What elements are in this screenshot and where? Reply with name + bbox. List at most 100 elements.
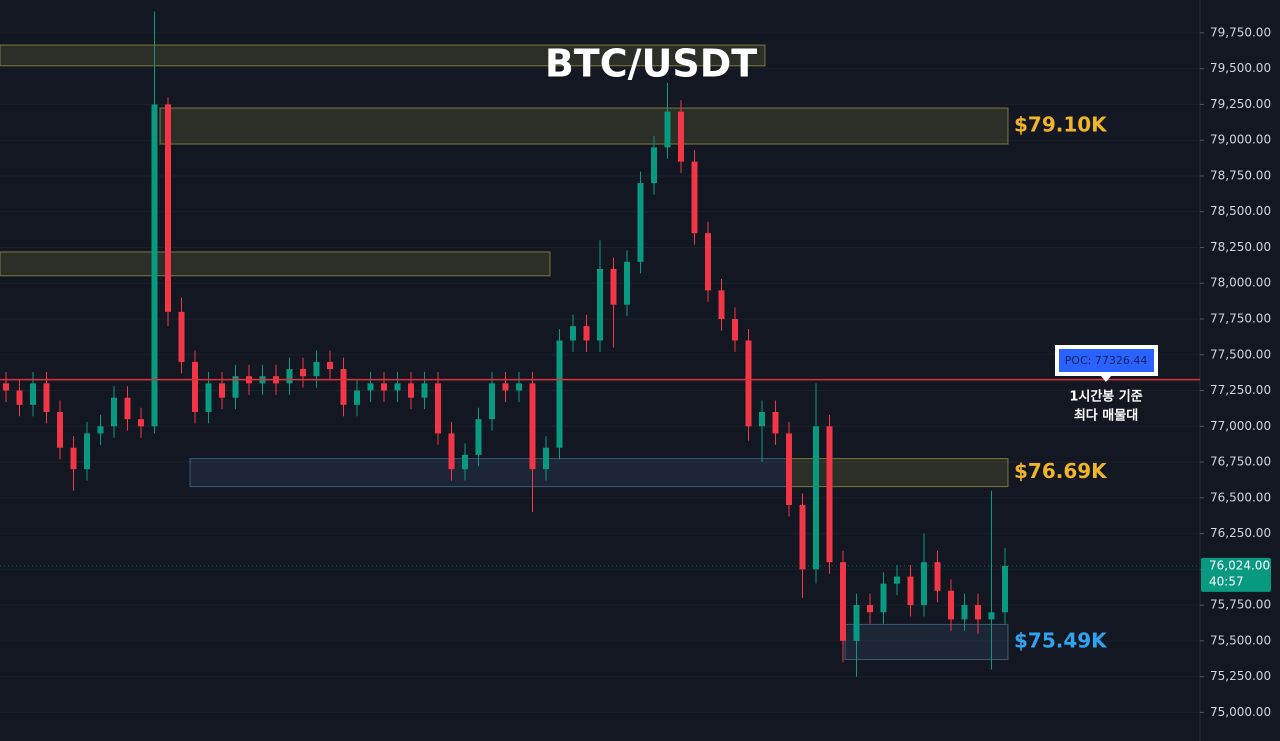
candle-body [462, 454, 468, 470]
candle-body [867, 605, 873, 613]
candle-body [907, 576, 914, 606]
y-tick-label: 77,000.00 [1210, 419, 1271, 433]
chart-title: BTC/USDT [545, 42, 757, 86]
candle-body [610, 268, 617, 305]
zone [789, 458, 1009, 488]
candle-body [705, 233, 711, 291]
candle-body [759, 411, 765, 427]
candle-body [772, 411, 779, 434]
candle-body [624, 261, 630, 305]
candles [3, 11, 1008, 677]
current-price-box [1201, 557, 1271, 592]
y-tick-label: 78,750.00 [1210, 168, 1271, 182]
candle-body [327, 361, 333, 370]
candle-body [286, 369, 293, 384]
candle-body [3, 383, 9, 391]
candle-body [97, 426, 104, 434]
y-tick-label: 75,250.00 [1210, 669, 1271, 683]
y-tick-label: 78,500.00 [1210, 204, 1271, 218]
candle-body [840, 562, 846, 641]
candle-body [138, 419, 144, 427]
candle-body [786, 433, 792, 505]
candle-body [84, 433, 90, 470]
y-tick-label: 78,250.00 [1210, 240, 1271, 254]
candle-body [894, 576, 900, 584]
candle-body [394, 383, 401, 391]
candle-body [192, 361, 198, 412]
candle-body [408, 383, 414, 398]
candle-body [556, 340, 563, 448]
annotation: 최다 매물대 [1074, 408, 1138, 424]
candle-body [300, 369, 306, 377]
candle-body [880, 583, 887, 613]
candle-body [583, 326, 590, 341]
candle-body [232, 376, 239, 398]
y-tick-label: 76,500.00 [1210, 490, 1271, 504]
candle-body [718, 290, 725, 320]
candle-body [637, 183, 644, 262]
current-price-label: 76,024.00 [1209, 558, 1270, 572]
candle-body [367, 383, 374, 391]
candle-body [219, 383, 225, 398]
candle-body [678, 111, 684, 162]
candle-body [489, 383, 495, 420]
candle-body [502, 383, 509, 391]
zone [0, 44, 766, 67]
y-tick-label: 76,250.00 [1210, 526, 1271, 540]
candle-body [1002, 565, 1008, 613]
candle-body [111, 397, 117, 427]
y-tick-label: 75,750.00 [1210, 598, 1271, 612]
candle-body [205, 383, 212, 412]
candle-body [597, 268, 603, 341]
y-tick-label: 78,000.00 [1210, 276, 1271, 290]
candle-body [853, 605, 860, 641]
candle-body [529, 383, 536, 470]
y-tick-label: 79,000.00 [1210, 133, 1271, 147]
candle-body [664, 111, 671, 148]
candle-body [826, 426, 833, 563]
candle-body [354, 390, 360, 405]
y-tick-label: 79,250.00 [1210, 97, 1271, 111]
zone [844, 623, 1009, 660]
candle-body [151, 104, 158, 427]
y-tick-label: 77,750.00 [1210, 312, 1271, 326]
y-tick-label: 79,750.00 [1210, 25, 1271, 39]
candle-body [988, 612, 995, 620]
zone [0, 251, 551, 277]
zone-label: $79.10K [1014, 113, 1108, 137]
candle-body [435, 383, 441, 434]
candle-body [745, 340, 752, 427]
candle-body [543, 447, 549, 470]
candle-body [975, 605, 981, 620]
candle-body [381, 383, 387, 391]
annotation: 1시간봉 기준 [1069, 389, 1142, 405]
candle-body [961, 605, 968, 620]
candle-body [799, 504, 806, 570]
poc-pointer [1101, 376, 1111, 382]
poc-box [1059, 349, 1154, 372]
candle-body [516, 383, 522, 391]
candle-body [651, 147, 657, 184]
zone [189, 458, 791, 488]
candle-body [691, 161, 698, 234]
candle-body [475, 419, 482, 455]
candle-body [570, 326, 576, 341]
candle-body [448, 433, 455, 470]
candle-body [948, 590, 954, 620]
zone [159, 107, 1009, 145]
zone-label: $76.69K [1014, 459, 1108, 483]
zones: $79.10K $76.69K $75.49K [0, 44, 1108, 660]
candle-body [43, 383, 50, 412]
y-tick-label: 75,000.00 [1210, 705, 1271, 719]
candle-body [124, 397, 131, 420]
candle-body [313, 361, 320, 377]
candle-body [934, 562, 941, 591]
zone-label: $75.49K [1014, 628, 1108, 652]
countdown: 40:57 [1209, 574, 1244, 588]
candle-body [165, 104, 171, 312]
candle-body [16, 390, 23, 405]
candle-body [813, 426, 819, 570]
candle-body [178, 311, 185, 362]
candle-body [921, 562, 927, 606]
